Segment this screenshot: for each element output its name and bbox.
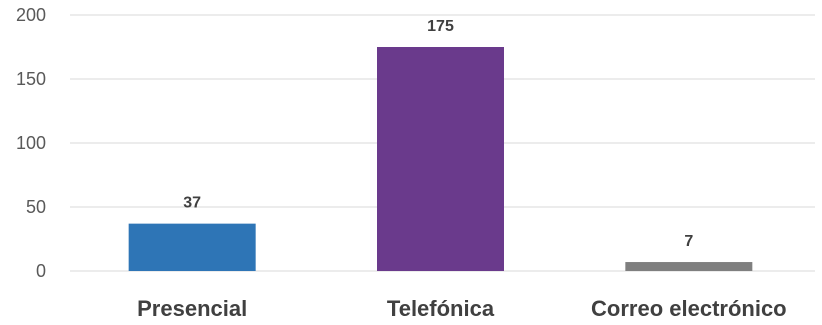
y-tick-label: 200: [16, 5, 46, 25]
y-tick-label: 150: [16, 69, 46, 89]
data-label: 7: [684, 233, 693, 250]
bar: [128, 223, 256, 271]
y-tick-label: 50: [26, 197, 46, 217]
x-axis-ticks: Presencial Telefónica Correo electrónico: [137, 296, 787, 321]
bar: [625, 262, 753, 271]
bar: [377, 47, 504, 271]
y-axis-ticks: 0 50 100 150 200: [16, 5, 46, 281]
x-tick-label: Telefónica: [387, 296, 495, 321]
data-label: 175: [427, 18, 454, 35]
x-tick-label: Correo electrónico: [591, 296, 787, 321]
data-labels: 37 175 7: [183, 18, 693, 250]
x-tick-label: Presencial: [137, 296, 247, 321]
y-tick-label: 0: [36, 261, 46, 281]
y-tick-label: 100: [16, 133, 46, 153]
bars: [128, 47, 753, 271]
data-label: 37: [183, 195, 201, 212]
